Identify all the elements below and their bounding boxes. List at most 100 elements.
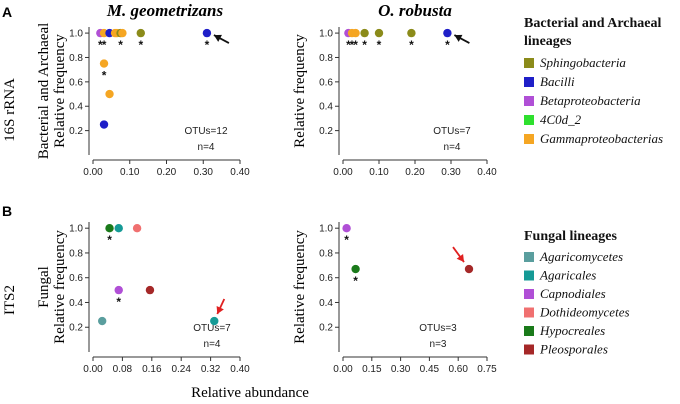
legend-a-item-label: Bacilli	[540, 74, 575, 89]
significance-star: *	[102, 38, 107, 52]
legend-b-item-swatch	[524, 326, 534, 336]
x-tick-label: 0.00	[333, 364, 353, 375]
x-tick-label: 0.60	[448, 364, 468, 375]
data-point-agaricomycetes	[97, 316, 107, 326]
legend-b-item-label: Hypocreales	[539, 323, 605, 338]
significance-star: *	[344, 233, 349, 247]
x-tick-label: 0.15	[362, 364, 382, 375]
panel-title: O. robusta	[378, 1, 452, 20]
panel-annotation: n=4	[198, 142, 215, 153]
legend-a-title-line2: lineages	[524, 34, 572, 49]
data-point-agaricales	[114, 223, 123, 233]
significance-star: *	[362, 38, 367, 52]
y-axis-label: Fungal	[36, 266, 52, 308]
y-tick-label: 0.4	[319, 102, 333, 113]
section-a-label: A	[2, 4, 12, 20]
x-tick-label: 0.45	[420, 364, 440, 375]
legend-b-item-swatch	[524, 270, 534, 281]
x-tick-label: 0.40	[230, 364, 250, 375]
significance-star: *	[445, 38, 450, 52]
y-tick-label: 0.2	[69, 126, 83, 137]
x-tick-label: 0.20	[405, 167, 425, 178]
panel-annotation: n=4	[204, 339, 221, 350]
legend-b-title: Fungal lineages	[524, 229, 618, 244]
y-tick-label: 1.0	[319, 224, 333, 235]
scatter-panel-m-geometrizans-16s: M. geometrizans Bacterial and Archaeal Rel…	[36, 1, 250, 178]
highlight-arrow	[452, 246, 465, 263]
row-b-label: ITS2	[2, 285, 18, 315]
data-point-sphingobacteria	[374, 28, 384, 38]
y-axis-label: Relative frequency	[292, 230, 308, 344]
legend-b-item-label: Dothideomycetes	[539, 305, 630, 320]
y-tick-label: 0.2	[319, 126, 333, 137]
panel-title: M. geometrizans	[106, 1, 224, 20]
data-point-pleosporales	[145, 285, 155, 295]
x-tick-label: 0.00	[333, 167, 353, 178]
y-axis-label: Bacterial and Archaeal	[36, 23, 52, 160]
legend-a-item-swatch	[524, 134, 534, 144]
legend-a-item-label: 4C0d_2	[540, 112, 582, 127]
significance-star: *	[107, 233, 112, 247]
legend-a-item-swatch	[524, 77, 534, 87]
legend-a-item-label: Gammaproteobacterias	[540, 131, 663, 146]
x-tick-label: 0.08	[113, 364, 133, 375]
data-point-gammaproteobacterias	[99, 59, 109, 68]
y-tick-label: 1.0	[69, 29, 83, 40]
section-b-label: B	[2, 203, 12, 219]
panel-annotation: OTUs=7	[193, 323, 231, 334]
legend-a-item-swatch	[524, 96, 534, 106]
y-tick-label: 0.8	[319, 248, 333, 259]
legend-a-item-label: Sphingobacteria	[540, 55, 626, 70]
scatter-panel-m-geometrizans-its2: Fungal Relative frequency 0.00 0.08 0.16 0.24…	[36, 222, 250, 375]
data-point-sphingobacteria	[136, 28, 145, 38]
y-axis-label: Relative frequency	[52, 34, 68, 148]
data-point-gammaproteobacterias	[351, 28, 360, 38]
legend-bacterial: Bacterial and Archaeal lineages Sphingob…	[524, 16, 663, 146]
significance-star: *	[353, 38, 358, 52]
y-axis-label: Relative frequency	[292, 34, 308, 148]
highlight-arrow	[216, 298, 226, 315]
row-a-label: 16S rRNA	[2, 78, 18, 142]
panel-annotation: n=4	[444, 142, 461, 153]
data-point-pleosporales	[464, 264, 474, 274]
y-tick-label: 0.6	[69, 273, 83, 284]
y-tick-label: 0.4	[69, 298, 83, 309]
y-tick-label: 0.2	[69, 323, 83, 334]
data-point-sphingobacteria	[360, 28, 369, 38]
data-point-gammaproteobacterias	[118, 28, 127, 38]
y-tick-label: 0.2	[319, 323, 333, 334]
significance-star: *	[377, 38, 382, 52]
data-point-bacilli	[443, 28, 452, 38]
x-tick-label: 0.40	[477, 167, 497, 178]
y-tick-label: 0.4	[319, 298, 333, 309]
data-point-agaricales	[210, 316, 219, 326]
legend-b-item-swatch	[524, 344, 534, 355]
x-tick-label: 0.20	[157, 167, 177, 178]
x-tick-label: 0.00	[83, 167, 103, 178]
legend-b-item-label: Pleosporales	[539, 342, 608, 357]
data-point-capnodiales	[114, 285, 123, 295]
data-point-hypocreales	[351, 264, 360, 274]
data-point-dothideomycetes	[132, 223, 142, 233]
y-tick-label: 1.0	[319, 29, 333, 40]
y-axis-label: Relative frequency	[52, 230, 68, 344]
significance-star: *	[116, 295, 121, 309]
y-tick-label: 0.8	[69, 53, 83, 64]
x-tick-label: 0.75	[477, 364, 497, 375]
x-tick-label: 0.30	[194, 167, 214, 178]
scatter-panel-o-robusta-its2: Relative frequency 0.00 0.15 0.30 0.45 0.60 0.…	[292, 222, 497, 375]
legend-b-item-swatch	[524, 289, 534, 299]
legend-b-item-label: Agaricomycetes	[539, 249, 623, 264]
data-point-sphingobacteria	[407, 28, 416, 38]
highlight-arrow	[213, 34, 230, 44]
x-tick-label: 0.10	[120, 167, 140, 178]
significance-star: *	[138, 38, 143, 52]
x-tick-label: 0.32	[201, 364, 221, 375]
panel-annotation: OTUs=7	[433, 126, 471, 137]
significance-star: *	[118, 38, 123, 52]
y-tick-label: 0.8	[319, 53, 333, 64]
significance-star: *	[353, 274, 358, 288]
significance-star: *	[350, 38, 355, 52]
